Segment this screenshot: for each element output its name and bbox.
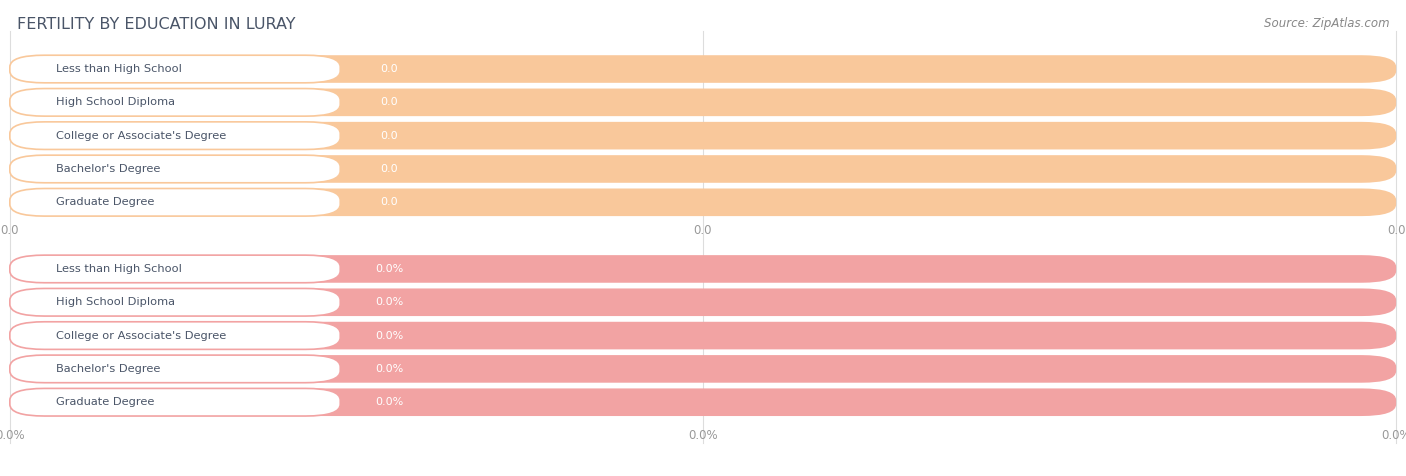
FancyBboxPatch shape [10, 122, 340, 149]
Text: FERTILITY BY EDUCATION IN LURAY: FERTILITY BY EDUCATION IN LURAY [17, 17, 295, 32]
Text: Less than High School: Less than High School [56, 64, 181, 74]
Text: High School Diploma: High School Diploma [56, 297, 174, 307]
Text: 0.0%: 0.0% [375, 264, 404, 274]
Text: 0.0%: 0.0% [375, 297, 404, 307]
Text: High School Diploma: High School Diploma [56, 97, 174, 108]
Text: 0.0%: 0.0% [688, 429, 718, 442]
Text: 0.0%: 0.0% [375, 397, 404, 407]
FancyBboxPatch shape [10, 188, 1396, 216]
FancyBboxPatch shape [10, 89, 340, 116]
Text: Bachelor's Degree: Bachelor's Degree [56, 364, 160, 374]
FancyBboxPatch shape [10, 255, 1396, 283]
Text: 0.0: 0.0 [0, 224, 20, 238]
Text: 0.0: 0.0 [381, 97, 398, 108]
Text: Source: ZipAtlas.com: Source: ZipAtlas.com [1264, 17, 1389, 30]
FancyBboxPatch shape [10, 388, 340, 416]
Text: Graduate Degree: Graduate Degree [56, 197, 155, 208]
FancyBboxPatch shape [10, 355, 340, 383]
FancyBboxPatch shape [10, 155, 340, 183]
FancyBboxPatch shape [10, 388, 1396, 416]
FancyBboxPatch shape [10, 122, 1396, 149]
Text: 0.0: 0.0 [381, 64, 398, 74]
Text: College or Associate's Degree: College or Associate's Degree [56, 330, 226, 341]
FancyBboxPatch shape [10, 322, 340, 349]
FancyBboxPatch shape [10, 89, 1396, 116]
FancyBboxPatch shape [10, 255, 340, 283]
FancyBboxPatch shape [10, 55, 340, 83]
Text: 0.0%: 0.0% [375, 330, 404, 341]
Text: Less than High School: Less than High School [56, 264, 181, 274]
FancyBboxPatch shape [10, 355, 1396, 383]
Text: 0.0: 0.0 [381, 197, 398, 208]
Text: Graduate Degree: Graduate Degree [56, 397, 155, 407]
Text: 0.0: 0.0 [693, 224, 713, 238]
Text: Bachelor's Degree: Bachelor's Degree [56, 164, 160, 174]
FancyBboxPatch shape [10, 155, 1396, 183]
FancyBboxPatch shape [10, 288, 1396, 316]
Text: 0.0%: 0.0% [0, 429, 25, 442]
FancyBboxPatch shape [10, 288, 340, 316]
Text: 0.0%: 0.0% [1381, 429, 1406, 442]
Text: 0.0: 0.0 [381, 164, 398, 174]
FancyBboxPatch shape [10, 188, 340, 216]
Text: College or Associate's Degree: College or Associate's Degree [56, 130, 226, 141]
FancyBboxPatch shape [10, 322, 1396, 349]
Text: 0.0%: 0.0% [375, 364, 404, 374]
Text: 0.0: 0.0 [381, 130, 398, 141]
Text: 0.0: 0.0 [1386, 224, 1406, 238]
FancyBboxPatch shape [10, 55, 1396, 83]
